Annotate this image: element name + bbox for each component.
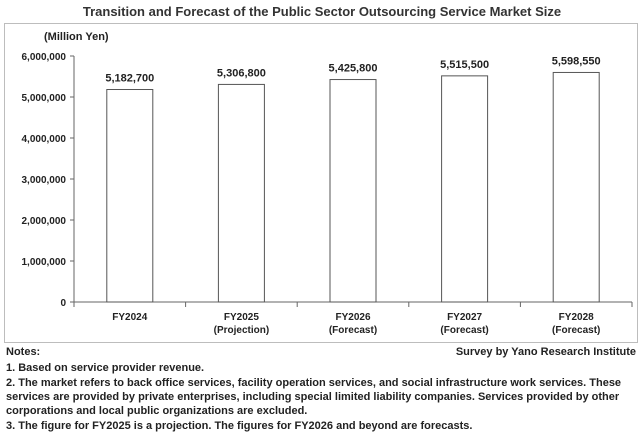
- data-label: 5,425,800: [329, 63, 378, 75]
- y-tick-label: 0: [60, 298, 66, 309]
- notes-heading: Notes:: [6, 346, 41, 358]
- y-tick-label: 3,000,000: [22, 175, 67, 186]
- bar: [217, 83, 265, 303]
- note-item: 3. The figure for FY2025 is a projection…: [6, 420, 473, 432]
- y-axis-label: (Million Yen): [44, 31, 109, 43]
- bar: [552, 71, 600, 303]
- y-tick-label: 1,000,000: [22, 257, 67, 268]
- bar: [441, 75, 489, 303]
- note-item: 2. The market refers to back office serv…: [6, 377, 622, 417]
- bar: [329, 79, 377, 303]
- y-tick-label: 6,000,000: [22, 52, 67, 63]
- y-tick-label: 4,000,000: [22, 134, 67, 145]
- data-label: 5,515,500: [440, 59, 489, 71]
- y-tick-label: 2,000,000: [22, 216, 67, 227]
- source-credit: Survey by Yano Research Institute: [455, 346, 636, 358]
- note-item: 1. Based on service provider revenue.: [6, 362, 205, 374]
- chart-frame: [4, 23, 638, 343]
- x-tick-label: (Forecast): [552, 325, 600, 336]
- notes-list: 1. Based on service provider revenue. 2.…: [6, 361, 636, 434]
- chart-title: Transition and Forecast of the Public Se…: [82, 4, 562, 19]
- bar: [106, 89, 154, 303]
- bar-chart: (Million Yen) 0 1,000,000 2,000,000 3,000,00…: [22, 31, 633, 336]
- data-label: 5,306,800: [217, 67, 266, 79]
- x-tick-label: (Forecast): [329, 325, 377, 336]
- x-tick-label: FY2025: [224, 312, 259, 323]
- x-tick-label: FY2026: [335, 312, 370, 323]
- x-tick-label: FY2024: [112, 312, 147, 323]
- x-tick-label: (Projection): [214, 325, 270, 336]
- data-label: 5,182,700: [105, 73, 154, 85]
- data-label: 5,598,550: [552, 55, 601, 67]
- x-tick-label: (Forecast): [440, 325, 488, 336]
- x-tick-label: FY2027: [447, 312, 482, 323]
- x-tick-label: FY2028: [559, 312, 594, 323]
- y-tick-label: 5,000,000: [22, 93, 67, 104]
